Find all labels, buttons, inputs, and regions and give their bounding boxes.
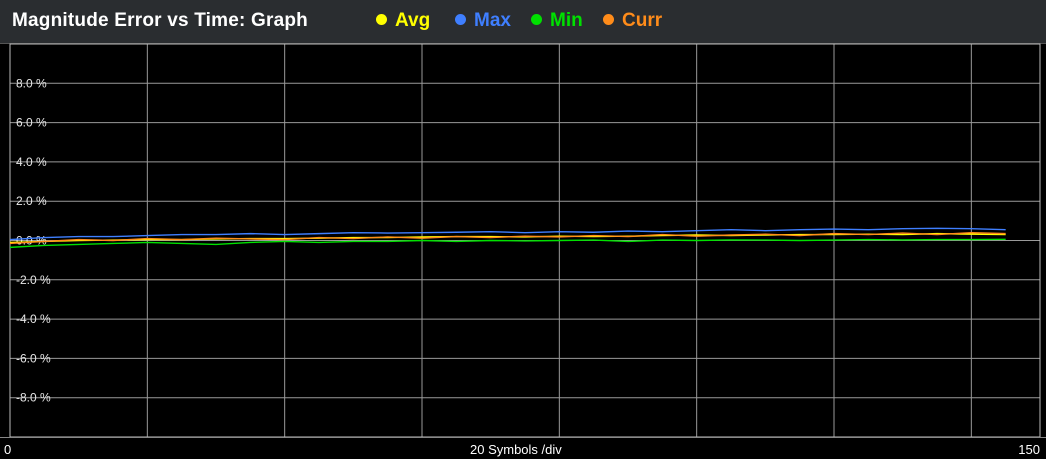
legend-item-max: Max [455,10,511,32]
x-axis-bar: 0 20 Symbols /div 150 [0,437,1046,459]
y-tick-label: 6.0 % [16,116,47,130]
y-tick-label: 8.0 % [16,76,47,90]
y-tick-label: 4.0 % [16,155,47,169]
y-tick-label: -4.0 % [16,312,51,326]
legend-dot-icon [376,14,387,25]
legend-label-min: Min [550,10,583,31]
y-tick-label: -2.0 % [16,273,51,287]
series-line-max [9,227,1006,241]
legend-label-avg: Avg [395,10,431,31]
y-tick-label: 0.0 % [16,234,47,248]
legend-label-max: Max [474,10,511,31]
y-tick-label: -8.0 % [16,391,51,405]
legend-dot-icon [603,14,614,25]
legend-item-curr: Curr [603,10,662,32]
chart-title-bar: Magnitude Error vs Time: Graph Avg Max M… [0,0,1046,44]
legend-item-avg: Avg [376,10,430,32]
y-tick-label: -6.0 % [16,351,51,365]
legend-label-curr: Curr [622,10,663,31]
x-axis-end-label: 150 [1018,442,1040,457]
chart-title: Magnitude Error vs Time: Graph [12,10,308,31]
legend-dot-icon [531,14,542,25]
legend-dot-icon [455,14,466,25]
x-axis-scale-label: 20 Symbols /div [470,442,562,457]
y-tick-label: 2.0 % [16,194,47,208]
series-line-curr [9,231,1006,245]
x-axis-start-label: 0 [4,442,12,457]
legend-item-min: Min [531,10,583,32]
series-line-min [9,238,1006,249]
